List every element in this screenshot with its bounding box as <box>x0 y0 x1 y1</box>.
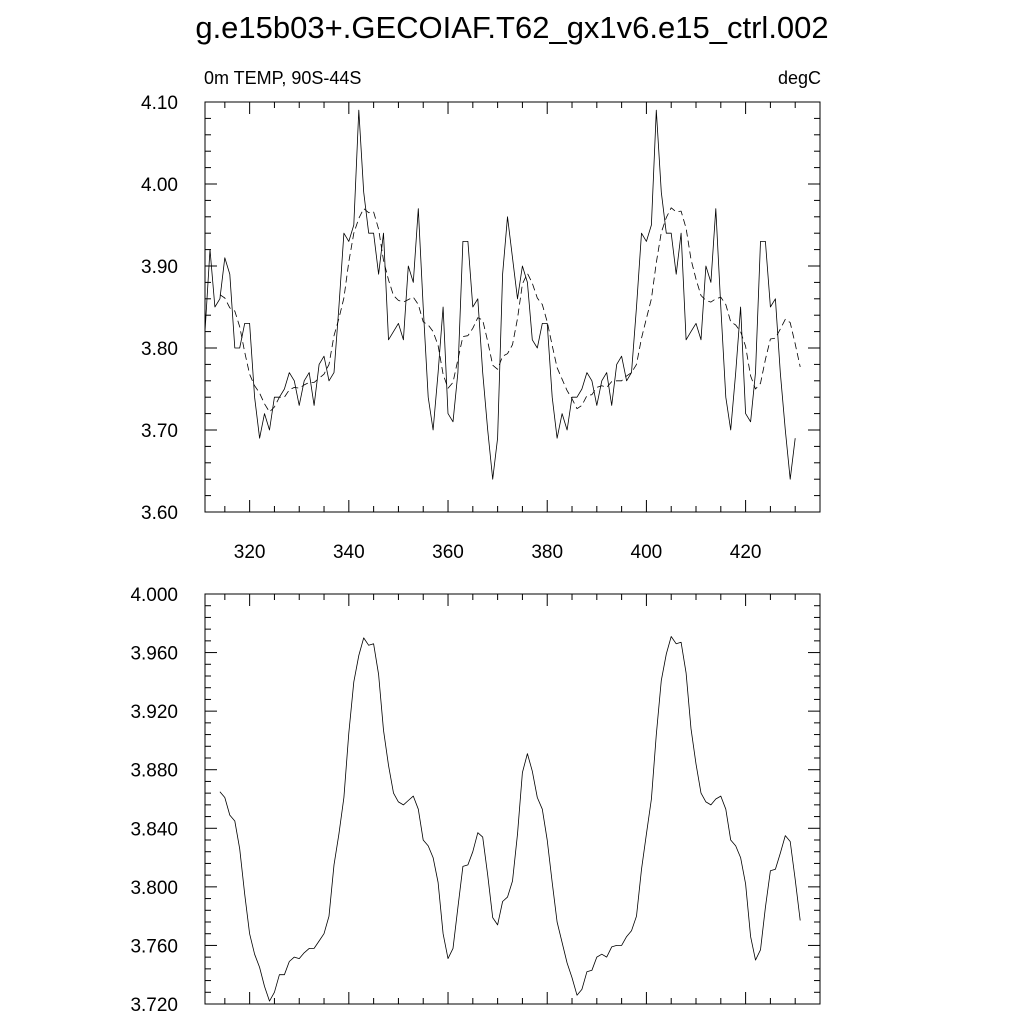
bottom-panel: 3.720 3.760 3.800 3.840 3.880 3.920 3.960 4.000 <box>130 585 821 1016</box>
x-tick-label: 400 <box>631 542 663 563</box>
y-tick-label: 3.800 <box>130 878 178 899</box>
top-panel-series <box>204 109 801 480</box>
y-tick-label: 4.10 <box>141 93 178 114</box>
y-tick-label: 3.960 <box>130 644 178 665</box>
y-tick-label: 3.880 <box>130 761 178 782</box>
top-panel: 0m TEMP, 90S-44S degC 3.60 3.70 3.80 3.90 4.… <box>141 68 821 563</box>
y-tick-label: 3.760 <box>130 936 178 957</box>
solid-series-line <box>204 109 796 480</box>
y-tick-label: 3.70 <box>141 421 178 442</box>
bottom-panel-frame <box>204 593 821 1005</box>
figure-title: g.e15b03+.GECOIAF.T62_gx1v6.e15_ctrl.002 <box>195 10 828 45</box>
solid-series-line <box>219 636 801 1002</box>
x-tick-label: 340 <box>333 542 365 563</box>
y-tick-label: 3.60 <box>141 503 178 524</box>
y-tick-label: 4.00 <box>141 175 178 196</box>
y-tick-label: 3.90 <box>141 257 178 278</box>
top-panel-tick-labels: 3.60 3.70 3.80 3.90 4.00 4.10 320 340 360 380 400 4… <box>141 93 761 563</box>
y-tick-label: 4.000 <box>130 585 178 606</box>
y-tick-label: 3.80 <box>141 339 178 360</box>
x-tick-label: 320 <box>234 542 266 563</box>
top-panel-ticks <box>205 101 821 513</box>
y-tick-label: 3.720 <box>130 995 178 1016</box>
x-tick-label: 380 <box>531 542 563 563</box>
top-panel-frame <box>204 101 821 513</box>
bottom-panel-tick-labels: 3.720 3.760 3.800 3.840 3.880 3.920 3.960 4.000 <box>130 585 178 1016</box>
dashed-series-line <box>219 207 801 413</box>
top-panel-right-label: degC <box>778 68 821 88</box>
bottom-panel-ticks <box>205 593 821 1005</box>
top-panel-left-label: 0m TEMP, 90S-44S <box>204 68 361 88</box>
x-tick-label: 420 <box>730 542 762 563</box>
bottom-panel-series <box>219 636 801 1002</box>
y-tick-label: 3.840 <box>130 819 178 840</box>
x-tick-label: 360 <box>432 542 464 563</box>
y-tick-label: 3.920 <box>130 702 178 723</box>
